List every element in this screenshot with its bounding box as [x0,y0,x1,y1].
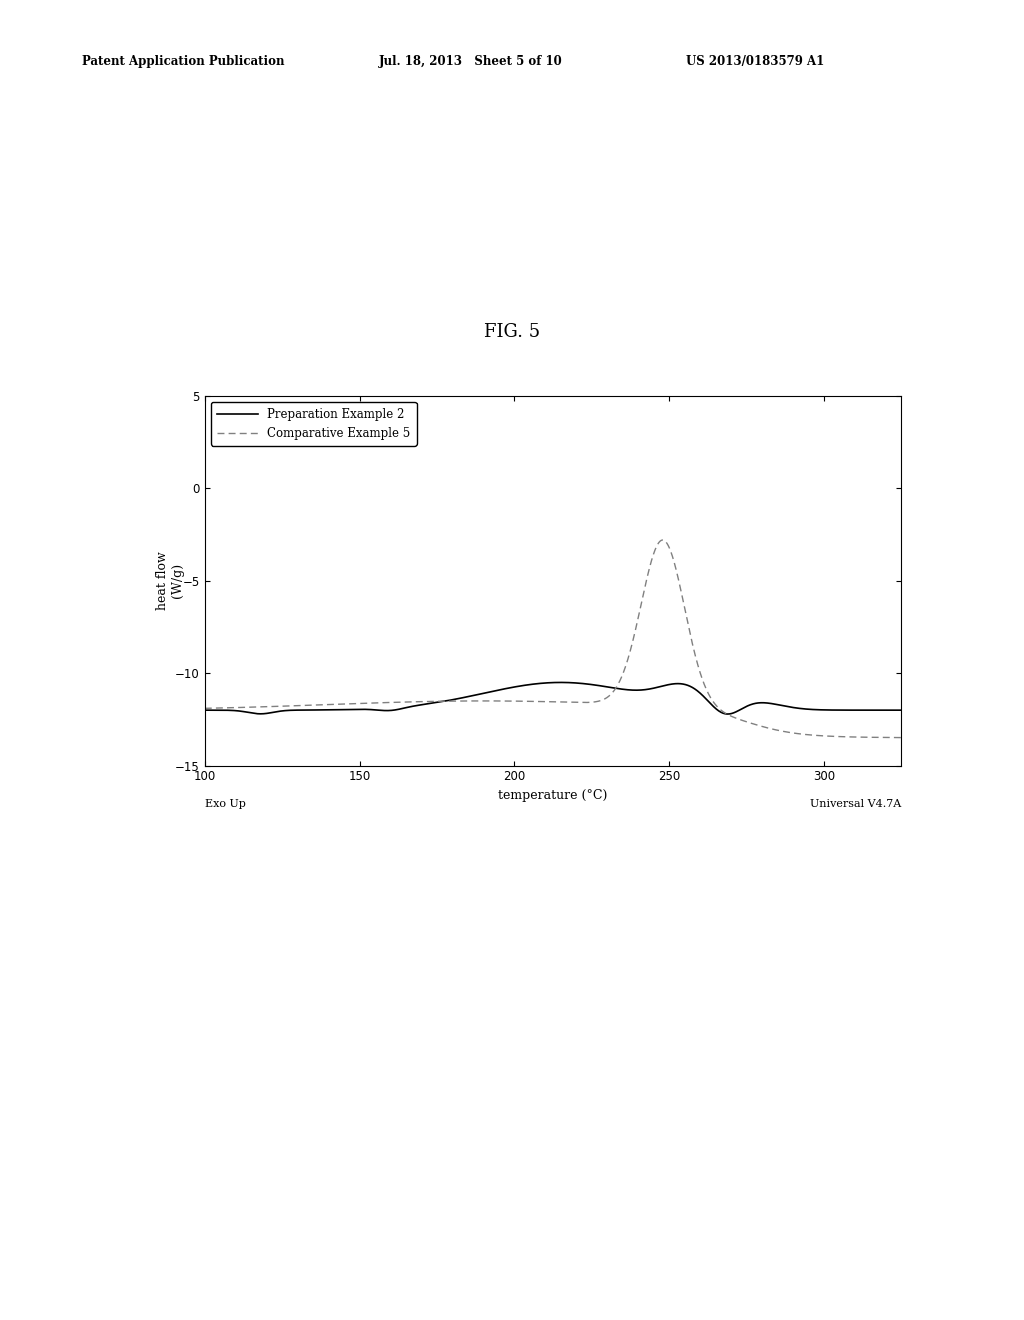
Comparative Example 5 [895,730,907,746]
Text: Jul. 18, 2013   Sheet 5 of 10: Jul. 18, 2013 Sheet 5 of 10 [379,55,562,69]
Comparative Example 5 [656,532,669,548]
Comparative Example 5 [279,698,291,714]
Comparative Example 5 [319,697,332,713]
X-axis label: temperature (°C): temperature (°C) [499,789,607,803]
Preparation Example 2 [555,675,567,690]
Preparation Example 2 [895,702,907,718]
Comparative Example 5 [199,701,211,717]
Preparation Example 2 [882,702,894,718]
Preparation Example 2 [199,702,211,718]
Text: FIG. 5: FIG. 5 [484,323,540,342]
Preparation Example 2 [496,681,508,697]
Preparation Example 2 [466,688,478,704]
Text: Exo Up: Exo Up [205,799,246,809]
Comparative Example 5 [807,727,819,743]
Comparative Example 5 [496,693,508,709]
Preparation Example 2 [807,702,819,718]
Text: Universal V4.7A: Universal V4.7A [810,799,901,809]
Preparation Example 2 [279,702,291,718]
Comparative Example 5 [882,730,894,746]
Comparative Example 5 [466,693,478,709]
Line: Preparation Example 2: Preparation Example 2 [205,682,901,714]
Text: US 2013/0183579 A1: US 2013/0183579 A1 [686,55,824,69]
Line: Comparative Example 5: Comparative Example 5 [205,540,901,738]
Preparation Example 2 [319,702,332,718]
Preparation Example 2 [722,706,734,722]
Legend: Preparation Example 2, Comparative Example 5: Preparation Example 2, Comparative Examp… [211,401,417,446]
Y-axis label: heat flow
(W/g): heat flow (W/g) [156,552,183,610]
Text: Patent Application Publication: Patent Application Publication [82,55,285,69]
